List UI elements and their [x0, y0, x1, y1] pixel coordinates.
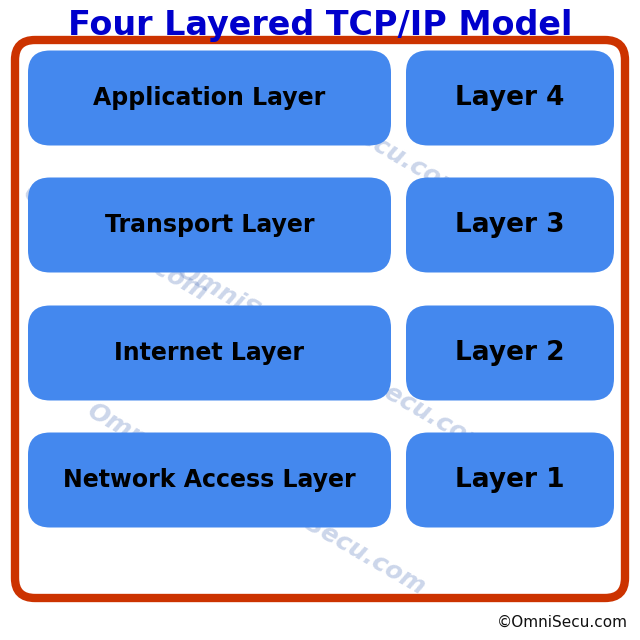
Text: Internet Layer: Internet Layer: [115, 341, 305, 365]
FancyBboxPatch shape: [28, 51, 391, 145]
FancyBboxPatch shape: [15, 40, 625, 598]
Text: Layer 4: Layer 4: [455, 85, 564, 111]
Text: Transport Layer: Transport Layer: [105, 213, 314, 237]
Text: ©OmniSecu.com: ©OmniSecu.com: [497, 615, 628, 630]
FancyBboxPatch shape: [406, 433, 614, 527]
Text: Application Layer: Application Layer: [93, 86, 326, 110]
Text: OmniSecu.com: OmniSecu.com: [83, 398, 276, 524]
Text: OmniSecu.com: OmniSecu.com: [19, 180, 212, 306]
FancyBboxPatch shape: [406, 305, 614, 401]
FancyBboxPatch shape: [406, 177, 614, 273]
Text: Layer 1: Layer 1: [455, 467, 565, 493]
Text: Layer 2: Layer 2: [455, 340, 564, 366]
Text: OmniSecu.com: OmniSecu.com: [275, 78, 468, 204]
FancyBboxPatch shape: [406, 51, 614, 145]
Text: Network Access Layer: Network Access Layer: [63, 468, 356, 492]
Text: OmniSecu.com: OmniSecu.com: [300, 334, 493, 460]
Text: OmniSecu.com: OmniSecu.com: [236, 475, 429, 600]
FancyBboxPatch shape: [28, 177, 391, 273]
FancyBboxPatch shape: [28, 433, 391, 527]
Text: OmniSecu.com: OmniSecu.com: [172, 257, 365, 383]
Text: Four Layered TCP/IP Model: Four Layered TCP/IP Model: [68, 8, 572, 42]
FancyBboxPatch shape: [28, 305, 391, 401]
Text: Layer 3: Layer 3: [455, 212, 564, 238]
